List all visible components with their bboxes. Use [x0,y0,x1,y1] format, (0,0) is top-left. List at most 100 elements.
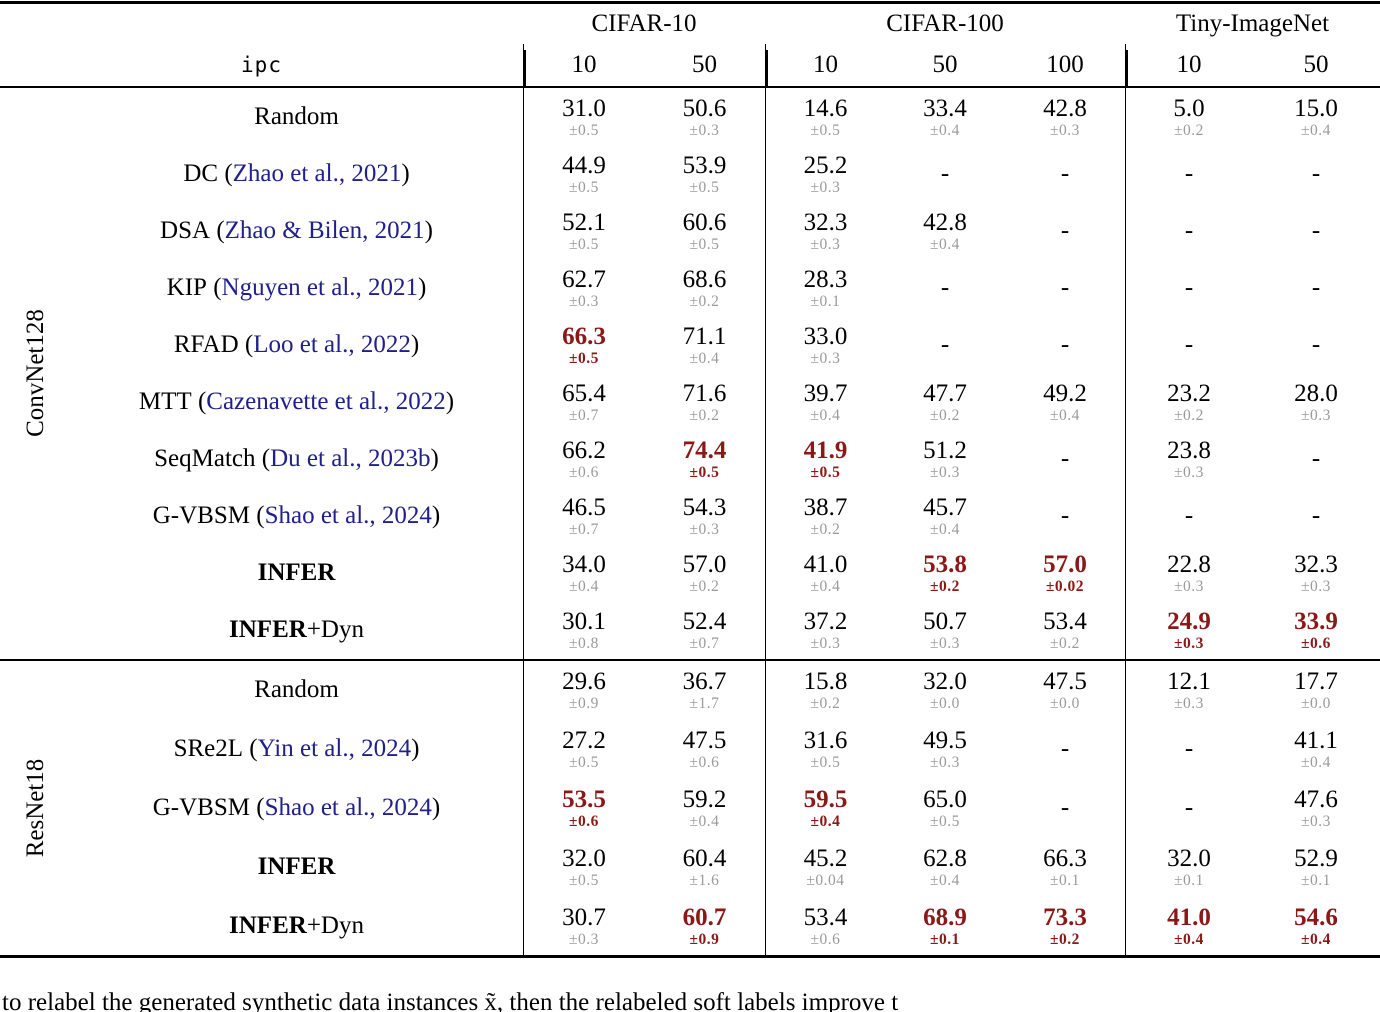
result-cell: 47.7 ±0.2 [885,373,1005,430]
missing-value-dash: - [1060,330,1070,358]
accuracy-value: 37.2 [803,608,848,636]
accuracy-value: 52.1 [562,208,606,236]
result-cell: - [1005,720,1125,779]
result-cell: 49.5 ±0.3 [885,720,1005,779]
std-value: ±0.3 [1301,578,1331,596]
result-cell: - [1252,431,1380,488]
dataset-header-row: CIFAR-10 CIFAR-100 Tiny-ImageNet [0,4,1380,44]
table-row: INFER 34.0 ±0.4 57.0 ±0.2 41.0 ±0.4 53.8 ±0.2 57.… [0,544,1380,602]
std-value: ±0.5 [810,464,841,482]
result-cell: 45.2 ±0.04 [765,837,885,897]
citation-link[interactable]: Yin et al., 2024 [257,735,412,763]
result-cell: - [1005,259,1125,316]
std-value: ±0.2 [689,578,720,596]
accuracy-value: 47.7 [923,380,967,408]
result-cell: - [1252,259,1380,316]
table-row: INFER +Dyn 30.7 ±0.3 60.7 ±0.9 53.4 ±0.6 68.9 ±0.… [0,896,1380,955]
accuracy-value: 53.8 [923,551,967,579]
result-cell: 44.9 ±0.5 [523,145,644,203]
section-resnet18: ResNet18 Random 29.6 ±0.9 36.7 ±1.7 15.8 ±0.2 32… [0,658,1380,955]
citation-link[interactable]: Loo et al., 2022 [253,330,411,358]
result-cell: 32.3 ±0.3 [1252,545,1380,602]
accuracy-value: 49.2 [1043,380,1087,408]
std-value: ±0.2 [1174,121,1204,139]
result-cell: 53.5 ±0.6 [523,778,644,838]
std-value: ±0.5 [689,178,720,196]
result-cell: 15.8 ±0.2 [765,660,885,720]
std-value: ±0.3 [1174,695,1204,713]
method-label: RFAD [173,330,239,358]
result-cell: 41.1 ±0.4 [1252,720,1380,779]
citation-link[interactable]: Zhao & Bilen, 2021 [224,216,425,244]
result-cell: 31.0 ±0.5 [523,88,644,146]
std-value: ±0.3 [1174,578,1204,596]
result-cell: 5.0 ±0.2 [1125,88,1252,146]
missing-value-dash: - [1060,159,1070,187]
ipc-label: ipc [241,53,282,77]
accuracy-value: 30.1 [562,608,606,636]
result-cell: 53.8 ±0.2 [885,545,1005,602]
std-value: ±1.7 [689,695,720,713]
missing-value-dash: - [1184,793,1194,821]
accuracy-value: 73.3 [1043,903,1087,931]
dataset-header-tinyimagenet: Tiny-ImageNet [1175,10,1330,37]
std-value: ±0.3 [1301,812,1331,830]
result-cell: 66.3 ±0.5 [523,316,644,374]
std-value: ±0.3 [810,178,841,196]
result-cell: 33.0 ±0.3 [765,316,885,374]
result-cell: 62.8 ±0.4 [885,837,1005,896]
ipc-value: 50 [932,51,958,78]
results-table: CIFAR-10 CIFAR-100 Tiny-ImageNet ipc 10 … [0,1,1380,958]
missing-value-dash: - [1060,273,1070,301]
citation-link[interactable]: Shao et al., 2024 [264,793,432,821]
std-value: ±0.5 [930,812,960,830]
result-cell: - [885,145,1005,202]
accuracy-value: 47.5 [682,727,727,755]
std-value: ±0.4 [1050,407,1080,425]
accuracy-value: 41.0 [803,551,848,579]
missing-value-dash: - [1311,330,1321,358]
method-label: INFER [229,911,307,939]
result-cell: 14.6 ±0.5 [765,88,885,146]
std-value: ±0.9 [569,695,599,713]
std-value: ±0.3 [1050,121,1080,139]
std-value: ±0.5 [569,754,599,772]
std-value: ±0.9 [689,930,720,948]
citation-link[interactable]: Cazenavette et al., 2022 [206,388,446,416]
accuracy-value: 41.0 [1167,903,1211,931]
caption-fragment: to relabel the generated synthetic data … [2,988,899,1012]
accuracy-value: 25.2 [803,151,848,179]
result-cell: 51.2 ±0.3 [885,431,1005,488]
result-cell: - [1252,488,1380,545]
citation-link[interactable]: Zhao et al., 2021 [232,159,402,187]
accuracy-value: 36.7 [682,668,727,696]
result-cell: 53.4 ±0.2 [1005,602,1125,659]
table-row: Random 29.6 ±0.9 36.7 ±1.7 15.8 ±0.2 32.0 ±0.0 47… [0,660,1380,720]
citation-link[interactable]: Du et al., 2023b [270,445,431,473]
std-value: ±0.3 [569,930,599,948]
result-cell: 57.0 ±0.02 [1005,545,1125,602]
result-cell: 74.4 ±0.5 [644,431,765,488]
citation-link[interactable]: Nguyen et al., 2021 [221,273,419,301]
result-cell: 46.5 ±0.7 [523,487,644,545]
std-value: ±0.2 [810,695,841,713]
result-cell: 59.5 ±0.4 [765,778,885,838]
result-cell: 30.7 ±0.3 [523,896,644,955]
result-cell: 31.6 ±0.5 [765,719,885,779]
result-cell: 73.3 ±0.2 [1005,896,1125,955]
std-value: ±0.5 [569,349,599,367]
result-cell: - [1125,719,1252,779]
ipc-value: 50 [692,51,717,78]
missing-value-dash: - [1184,159,1194,187]
missing-value-dash: - [1311,445,1321,473]
std-value: ±0.4 [569,578,599,596]
result-cell: 34.0 ±0.4 [523,544,644,602]
accuracy-value: 52.4 [682,608,727,636]
std-value: ±0.3 [930,754,960,772]
accuracy-value: 60.7 [682,903,727,931]
accuracy-value: 68.6 [682,265,727,293]
method-name: SeqMatch (Du et al., 2023b) [154,445,439,473]
ipc-header-row: ipc 10 50 10 50 100 10 50 [0,44,1380,86]
citation-link[interactable]: Shao et al., 2024 [264,502,432,530]
